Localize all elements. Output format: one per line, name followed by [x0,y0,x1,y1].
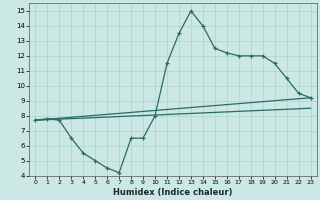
X-axis label: Humidex (Indice chaleur): Humidex (Indice chaleur) [113,188,233,197]
